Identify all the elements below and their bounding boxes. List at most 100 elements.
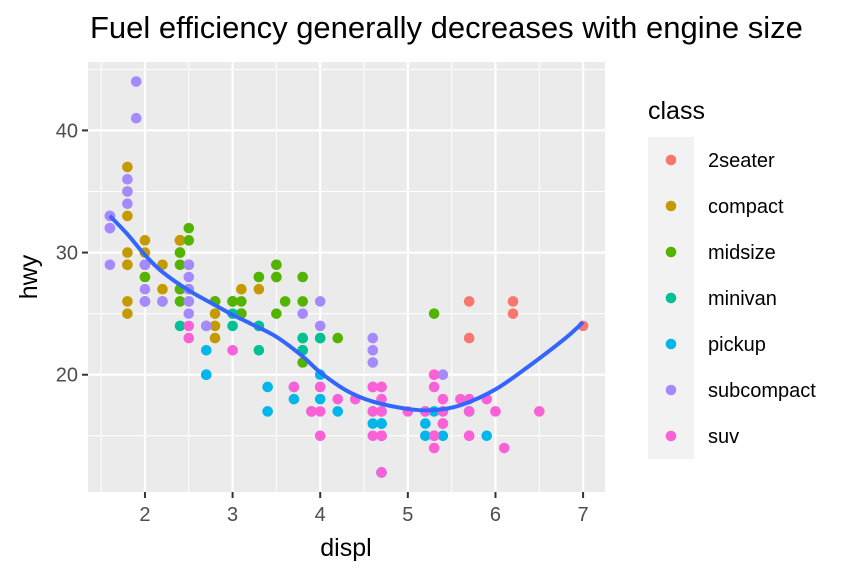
legend-label-minivan: minivan: [708, 288, 777, 310]
data-point-suv: [428, 381, 440, 393]
data-point-suv: [367, 406, 379, 417]
data-point-suv: [463, 430, 475, 442]
series-subcompact: [104, 76, 449, 381]
data-point-compact: [122, 308, 133, 319]
data-point-pickup: [288, 393, 300, 405]
legend: class 2seater compact midsize minivan pickup…: [648, 97, 816, 459]
data-point-pickup: [262, 406, 273, 417]
data-point-suv: [437, 393, 449, 405]
data-point-subcompact: [437, 369, 449, 381]
data-point-midsize: [183, 222, 195, 234]
data-point-midsize: [139, 271, 151, 283]
data-point-minivan: [297, 332, 308, 344]
chart-title: Fuel efficiency generally decreases with…: [90, 10, 803, 45]
data-point-pickup: [376, 418, 387, 429]
data-point-suv: [367, 430, 379, 442]
data-point-midsize: [271, 259, 282, 271]
data-point-midsize: [236, 296, 247, 307]
data-point-compact: [122, 296, 133, 307]
data-point-suv: [463, 406, 475, 417]
data-point-suv: [376, 381, 387, 393]
grid-minor: [88, 62, 605, 492]
data-point-subcompact: [183, 296, 195, 307]
data-point-2seater: [507, 296, 519, 307]
data-point-midsize: [174, 296, 186, 307]
data-point-compact: [139, 235, 151, 246]
data-point-subcompact: [200, 320, 212, 332]
data-point-minivan: [227, 320, 238, 332]
x-tick-label: 2: [139, 504, 150, 526]
legend-label-compact: compact: [708, 196, 784, 218]
x-tick-label: 3: [227, 504, 238, 526]
data-point-suv: [314, 406, 326, 417]
data-point-pickup: [367, 418, 379, 429]
data-point-suv: [437, 418, 449, 429]
data-point-compact: [253, 283, 265, 295]
data-point-compact: [122, 161, 133, 173]
data-point-2seater: [463, 332, 475, 344]
data-point-subcompact: [139, 296, 151, 307]
data-point-midsize: [332, 332, 344, 344]
y-tick-label: 20: [56, 365, 78, 387]
data-point-pickup: [262, 381, 273, 393]
data-point-subcompact: [130, 112, 142, 124]
data-point-compact: [157, 283, 168, 295]
data-point-subcompact: [297, 308, 308, 319]
data-point-suv: [227, 344, 238, 356]
data-point-minivan: [314, 332, 326, 344]
data-point-compact: [122, 259, 133, 271]
data-point-midsize: [174, 247, 186, 258]
x-axis-label: displ: [320, 534, 371, 562]
data-point-subcompact: [183, 259, 195, 271]
data-point-minivan: [253, 344, 265, 356]
x-axis: 2 3 4 5 6 7: [139, 492, 589, 526]
data-point-suv: [376, 430, 387, 442]
data-point-2seater: [463, 296, 475, 307]
data-point-midsize: [271, 308, 282, 319]
data-point-subcompact: [183, 308, 195, 319]
data-point-suv: [183, 320, 195, 332]
data-point-suv: [306, 406, 317, 417]
data-point-subcompact: [104, 259, 116, 271]
x-tick-label: 4: [315, 504, 326, 526]
data-point-subcompact: [130, 76, 142, 87]
data-point-suv: [455, 393, 466, 405]
data-point-subcompact: [104, 222, 116, 234]
data-point-midsize: [297, 271, 308, 283]
legend-key-pickup: [665, 338, 677, 350]
data-point-suv: [428, 369, 440, 381]
legend-label-suv: suv: [708, 426, 739, 448]
legend-title: class: [648, 97, 705, 125]
data-point-subcompact: [183, 271, 195, 283]
data-point-midsize: [271, 271, 282, 283]
legend-key-2seater: [665, 154, 677, 166]
data-point-subcompact: [314, 320, 326, 332]
legend-key-minivan: [665, 292, 677, 304]
data-point-subcompact: [367, 332, 379, 344]
data-point-minivan: [174, 320, 186, 332]
data-point-suv: [314, 381, 326, 393]
legend-key-subcompact: [665, 384, 677, 396]
data-point-midsize: [183, 235, 195, 246]
data-point-subcompact: [139, 283, 151, 295]
data-point-pickup: [200, 344, 212, 356]
legend-label-pickup: pickup: [708, 334, 766, 356]
data-point-subcompact: [122, 186, 133, 197]
data-point-compact: [174, 235, 186, 246]
data-point-midsize: [297, 296, 308, 307]
data-point-subcompact: [367, 357, 379, 368]
data-point-midsize: [227, 296, 238, 307]
data-point-suv: [376, 467, 387, 478]
data-point-subcompact: [157, 296, 168, 307]
y-axis-label: hwy: [15, 254, 43, 299]
data-point-suv: [428, 430, 440, 442]
legend-label-2seater: 2seater: [708, 150, 775, 172]
data-point-suv: [428, 442, 440, 454]
data-point-pickup: [481, 430, 493, 442]
data-point-suv: [288, 381, 300, 393]
data-point-pickup: [200, 369, 212, 381]
x-tick-label: 6: [490, 504, 501, 526]
data-point-compact: [209, 308, 221, 319]
data-point-suv: [533, 406, 545, 417]
